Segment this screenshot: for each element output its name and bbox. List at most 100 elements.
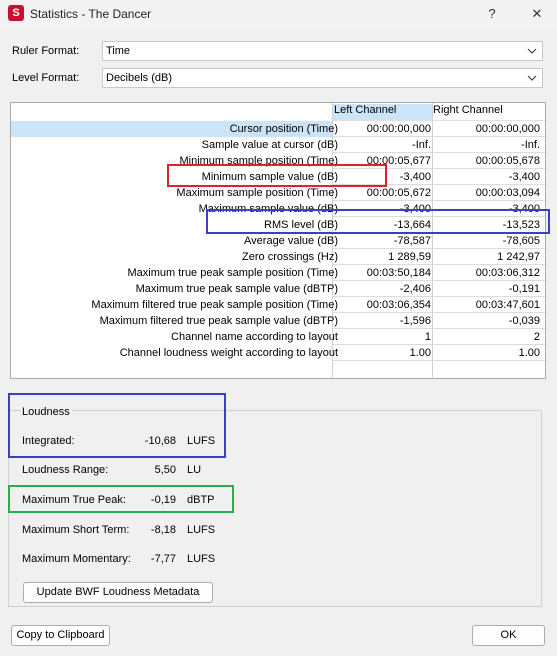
copy-to-clipboard-button[interactable]: Copy to Clipboard — [11, 625, 110, 646]
row-name: Maximum filtered true peak sample value … — [99, 315, 338, 327]
row-divider — [333, 216, 545, 217]
row-right-value: -Inf. — [521, 139, 540, 151]
row-right-value: 1 242,97 — [497, 251, 540, 263]
chevron-down-icon — [527, 48, 537, 54]
row-divider — [333, 280, 545, 281]
column-divider — [332, 103, 333, 378]
row-name: Maximum sample position (Time) — [176, 187, 338, 199]
row-divider — [333, 152, 545, 153]
row-right-value: 00:03:06,312 — [475, 267, 540, 279]
max-short-term-value: -8,18 — [150, 524, 176, 536]
row-left-value: -1,596 — [399, 315, 431, 327]
statistics-table[interactable]: Left Channel Right Channel Cursor positi… — [10, 102, 546, 379]
highlight-box-blue-rms — [206, 209, 550, 234]
row-left-value: 00:00:00,000 — [366, 123, 431, 135]
ruler-format-select[interactable]: Time — [102, 41, 543, 61]
row-right-value: 00:00:05,678 — [475, 155, 540, 167]
row-right-value: -13,523 — [502, 219, 540, 231]
loudness-range-label: Loudness Range: — [22, 464, 109, 476]
max-momentary-label: Maximum Momentary: — [22, 553, 131, 565]
row-name: Cursor position (Time) — [229, 123, 338, 135]
integrated-label: Integrated: — [22, 435, 75, 447]
max-short-term-label: Maximum Short Term: — [22, 524, 130, 536]
row-left-value: -2,406 — [399, 283, 431, 295]
table-row[interactable]: Channel name according to layout 1 2 — [11, 329, 545, 345]
highlight-box-red — [167, 164, 387, 187]
row-name: Maximum true peak sample position (Time) — [127, 267, 339, 279]
app-logo-icon: S — [8, 5, 24, 21]
row-divider — [333, 344, 545, 345]
row-right-value: -0,039 — [508, 315, 540, 327]
loudness-group-label: Loudness — [20, 406, 72, 418]
title-bar: S Statistics - The Dancer ? ✕ — [0, 0, 557, 28]
table-row[interactable]: Maximum true peak sample position (Time)… — [11, 265, 545, 281]
row-divider — [333, 200, 545, 201]
loudness-range-unit: LU — [187, 464, 202, 476]
loudness-range-value: 5,50 — [154, 464, 176, 476]
row-divider — [333, 312, 545, 313]
table-row[interactable]: Minimum sample value (dB) -3,400 -3,400 — [11, 169, 545, 185]
row-right-value: -78,605 — [502, 235, 540, 247]
level-format-label: Level Format: — [12, 72, 80, 84]
table-row[interactable]: Maximum sample position (Time) 00:00:05,6… — [11, 185, 545, 201]
integrated-value: -10,68 — [144, 435, 176, 447]
row-right-value: 00:00:03,094 — [475, 187, 540, 199]
row-divider — [333, 328, 545, 329]
max-momentary-value: -7,77 — [150, 553, 176, 565]
row-divider — [333, 136, 545, 137]
column-header-right-channel[interactable]: Right Channel — [433, 104, 503, 116]
row-name: Channel name according to layout — [171, 331, 338, 343]
highlight-box-green — [8, 485, 234, 513]
row-divider — [333, 360, 545, 361]
row-divider — [333, 184, 545, 185]
row-left-value: 00:03:50,184 — [366, 267, 431, 279]
row-divider — [333, 248, 545, 249]
highlight-box-blue-integrated — [8, 393, 226, 458]
row-name: Channel loudness weight according to lay… — [119, 347, 338, 359]
table-row[interactable]: Channel loudness weight according to lay… — [11, 345, 545, 361]
table-row[interactable]: Zero crossings (Hz) 1 289,59 1 242,97 — [11, 249, 545, 265]
max-true-peak-value: -0,19 — [150, 494, 176, 506]
max-true-peak-label: Maximum True Peak: — [22, 494, 126, 506]
level-format-select[interactable]: Decibels (dB) — [102, 68, 543, 88]
row-right-value: 00:00:00,000 — [475, 123, 540, 135]
help-icon[interactable]: ? — [488, 6, 496, 21]
table-row[interactable]: Maximum filtered true peak sample value … — [11, 313, 545, 329]
table-row[interactable]: Average value (dB) -78,587 -78,605 — [11, 233, 545, 249]
table-row[interactable]: Maximum filtered true peak sample positi… — [11, 297, 545, 313]
row-name: Zero crossings (Hz) — [242, 251, 338, 263]
row-selection-highlight — [11, 121, 332, 137]
row-right-value: 1.00 — [518, 347, 540, 359]
row-name: Maximum true peak sample value (dBTP) — [135, 283, 338, 295]
column-header-left-channel[interactable]: Left Channel — [333, 104, 432, 120]
max-short-term-unit: LUFS — [187, 524, 216, 536]
row-divider — [333, 168, 545, 169]
column-divider — [432, 103, 433, 378]
row-right-value: -0,191 — [508, 283, 540, 295]
max-true-peak-unit: dBTP — [187, 494, 215, 506]
table-row[interactable]: Sample value at cursor (dB) -Inf. -Inf. — [11, 137, 545, 153]
row-divider — [333, 264, 545, 265]
ruler-format-value: Time — [106, 45, 131, 57]
row-name: Minimum sample value (dB) — [201, 171, 338, 183]
chevron-down-icon — [527, 75, 537, 81]
row-right-value: 00:03:47,601 — [475, 299, 540, 311]
row-left-value: 1 — [424, 331, 431, 343]
row-name: Sample value at cursor (dB) — [201, 139, 338, 151]
table-row[interactable]: Cursor position (Time) 00:00:00,000 00:00:… — [11, 121, 545, 137]
window-title: Statistics - The Dancer — [30, 7, 152, 21]
row-left-value: 00:00:05,672 — [366, 187, 431, 199]
table-row[interactable]: Maximum true peak sample value (dBTP) -2,… — [11, 281, 545, 297]
row-left-value: -Inf. — [412, 139, 431, 151]
ok-button[interactable]: OK — [472, 625, 545, 646]
row-left-value: 1 289,59 — [388, 251, 431, 263]
row-left-value: -3,400 — [399, 171, 431, 183]
close-icon[interactable]: ✕ — [531, 6, 543, 21]
row-left-value: 00:03:06,354 — [366, 299, 431, 311]
row-name: Maximum filtered true peak sample positi… — [91, 299, 338, 311]
level-format-value: Decibels (dB) — [106, 72, 173, 84]
row-left-value: -13,664 — [393, 219, 431, 231]
row-right-value: 2 — [533, 331, 540, 343]
update-bwf-loudness-button[interactable]: Update BWF Loudness Metadata — [23, 582, 213, 603]
max-momentary-unit: LUFS — [187, 553, 216, 565]
